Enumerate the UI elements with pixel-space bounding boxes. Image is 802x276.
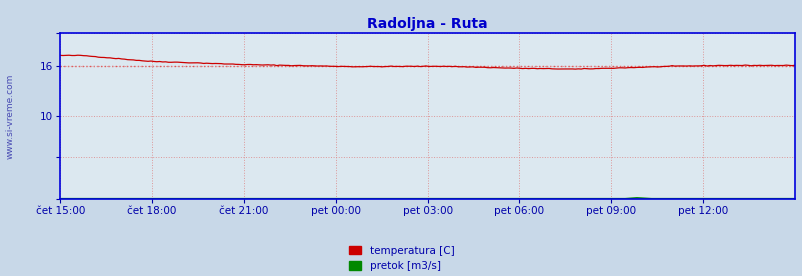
Legend: temperatura [C], pretok [m3/s]: temperatura [C], pretok [m3/s]: [348, 246, 454, 271]
Title: Radoljna - Ruta: Radoljna - Ruta: [367, 17, 488, 31]
Text: www.si-vreme.com: www.si-vreme.com: [5, 73, 14, 159]
